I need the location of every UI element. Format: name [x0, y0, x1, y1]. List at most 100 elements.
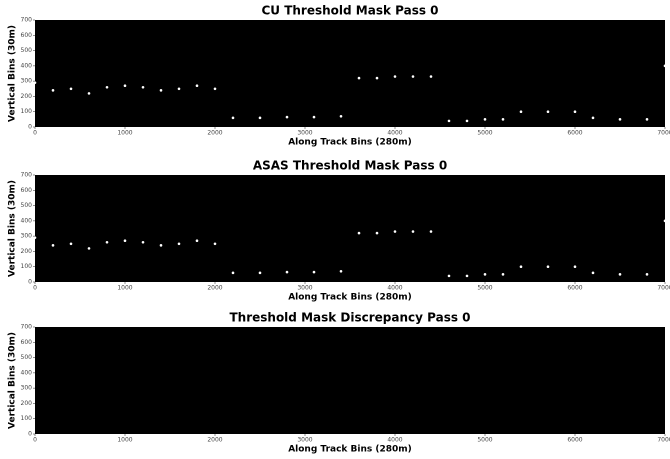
mask-point — [447, 274, 451, 278]
mask-point — [618, 273, 622, 276]
mask-point — [546, 265, 550, 269]
panel-title: CU Threshold Mask Pass 0 — [261, 4, 438, 18]
mask-point — [159, 244, 163, 247]
mask-point — [465, 274, 469, 278]
y-tick-label: 0 — [28, 124, 32, 131]
mask-point — [258, 271, 262, 275]
y-tick-label: 300 — [21, 78, 33, 85]
y-tick-label: 500 — [21, 202, 33, 209]
x-tick-label: 5000 — [477, 130, 492, 137]
mask-point — [69, 242, 73, 246]
mask-point — [105, 240, 109, 244]
mask-point — [375, 76, 379, 80]
y-tick-label: 0 — [28, 431, 32, 438]
mask-point — [393, 230, 397, 233]
x-axis-label: Along Track Bins (280m) — [288, 138, 412, 148]
y-tick-label: 100 — [21, 263, 33, 270]
mask-point — [375, 231, 379, 235]
mask-point — [663, 219, 667, 223]
mask-point — [123, 239, 127, 243]
mask-point — [411, 75, 415, 78]
y-tick-label: 200 — [21, 93, 33, 100]
mask-point — [618, 118, 622, 121]
mask-point — [87, 92, 91, 95]
x-tick-label: 4000 — [387, 130, 402, 137]
mask-point — [519, 265, 523, 269]
y-tick-label: 700 — [21, 17, 33, 24]
y-tick-label: 400 — [21, 62, 33, 69]
y-tick-label: 400 — [21, 217, 33, 224]
x-tick-label: 3000 — [297, 437, 312, 444]
x-tick-label: 3000 — [297, 130, 312, 137]
mask-point — [285, 270, 289, 274]
panel-title: ASAS Threshold Mask Pass 0 — [253, 159, 447, 173]
mask-point — [357, 231, 361, 235]
y-tick-label: 0 — [28, 279, 32, 286]
mask-point — [312, 115, 316, 119]
mask-point — [483, 273, 487, 276]
mask-point — [483, 118, 487, 121]
x-tick-label: 4000 — [387, 437, 402, 444]
x-tick-label: 1000 — [117, 130, 132, 137]
x-tick-label: 1000 — [117, 437, 132, 444]
y-tick-label: 700 — [21, 324, 33, 331]
x-axis-label: Along Track Bins (280m) — [288, 293, 412, 303]
mask-point — [501, 118, 505, 121]
mask-point — [645, 273, 649, 276]
x-tick-label: 5000 — [477, 437, 492, 444]
y-tick-label: 600 — [21, 339, 33, 346]
mask-point — [573, 110, 577, 114]
mask-point — [285, 115, 289, 119]
mask-point — [141, 85, 145, 89]
x-tick-label: 6000 — [567, 130, 582, 137]
mask-point — [213, 242, 217, 246]
x-tick-label: 4000 — [387, 285, 402, 292]
mask-point — [33, 236, 37, 239]
mask-point — [51, 244, 55, 247]
panel-title: Threshold Mask Discrepancy Pass 0 — [229, 311, 470, 325]
mask-point — [429, 75, 433, 78]
mask-point — [393, 75, 397, 78]
mask-point — [357, 76, 361, 80]
y-axis-label: Vertical Bins (30m) — [8, 332, 18, 429]
x-tick-label: 0 — [33, 130, 37, 137]
x-tick-label: 2000 — [207, 130, 222, 137]
mask-point — [519, 110, 523, 114]
mask-point — [123, 84, 127, 88]
mask-point — [195, 239, 199, 243]
mask-point — [231, 271, 235, 275]
mask-point — [312, 270, 316, 274]
y-tick-label: 500 — [21, 47, 33, 54]
x-tick-label: 6000 — [567, 437, 582, 444]
mask-point — [447, 119, 451, 123]
mask-point — [213, 87, 217, 91]
y-tick-label: 500 — [21, 354, 33, 361]
x-tick-label: 3000 — [297, 285, 312, 292]
x-tick-label: 5000 — [477, 285, 492, 292]
y-tick-label: 200 — [21, 400, 33, 407]
mask-point — [591, 271, 595, 275]
x-tick-label: 6000 — [567, 285, 582, 292]
mask-point — [339, 115, 343, 118]
mask-point — [87, 247, 91, 250]
mask-point — [429, 230, 433, 233]
x-tick-label: 0 — [33, 285, 37, 292]
x-axis-label: Along Track Bins (280m) — [288, 445, 412, 455]
plot-area — [35, 20, 665, 127]
x-tick-label: 2000 — [207, 437, 222, 444]
mask-point — [663, 64, 667, 68]
mask-point — [645, 118, 649, 121]
mask-point — [33, 81, 37, 84]
mask-point — [141, 240, 145, 244]
x-tick-label: 0 — [33, 437, 37, 444]
y-axis-label: Vertical Bins (30m) — [8, 25, 18, 122]
mask-point — [465, 119, 469, 123]
mask-point — [51, 89, 55, 92]
y-tick-label: 100 — [21, 415, 33, 422]
x-tick-label: 1000 — [117, 285, 132, 292]
y-axis-label: Vertical Bins (30m) — [8, 180, 18, 277]
mask-point — [258, 116, 262, 120]
